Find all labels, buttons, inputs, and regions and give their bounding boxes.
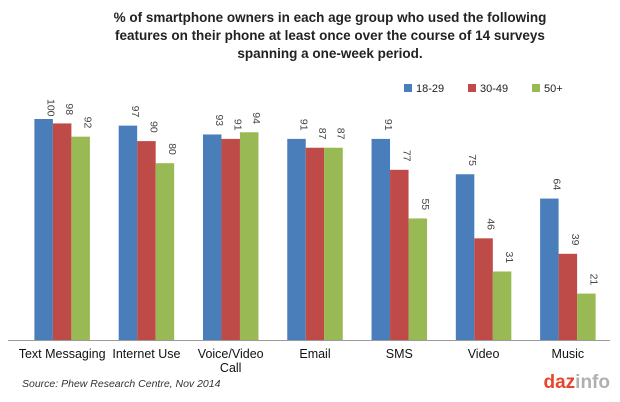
chart-title: % of smartphone owners in each age group…	[114, 10, 547, 61]
category-label-2-line-2: Call	[220, 361, 242, 375]
category-label-2: Voice/Video	[198, 347, 264, 361]
source-note: Source: Phew Research Centre, Nov 2014	[22, 378, 221, 390]
title-line-1: % of smartphone owners in each age group…	[114, 10, 547, 25]
value-label-1-1: 90	[147, 121, 159, 133]
value-label-2-1: 91	[232, 119, 244, 131]
value-label-6-2: 21	[587, 274, 599, 286]
value-label-0-2: 92	[82, 117, 94, 129]
bar-0-1	[52, 123, 72, 340]
category-label-1: Internet Use	[112, 347, 180, 361]
bar-6-2	[577, 293, 596, 340]
bar-4-0	[371, 138, 391, 340]
bar-3-1	[305, 147, 325, 340]
bar-3-0	[287, 138, 306, 340]
bar-3-2	[324, 147, 343, 340]
bar-6-1	[558, 253, 578, 340]
bar-5-1	[474, 238, 493, 340]
value-label-6-1: 39	[569, 234, 581, 246]
bar-6-0	[540, 198, 559, 340]
legend-label-1: 18-29	[416, 83, 444, 95]
bar-4-1	[390, 169, 409, 340]
legend-swatch-1	[404, 84, 412, 92]
value-label-3-0: 91	[298, 119, 310, 131]
bar-4-2	[408, 218, 428, 340]
legend-swatch-2	[468, 84, 476, 92]
bar-5-0	[455, 174, 475, 340]
value-labels: 100 98 92 97 90 80 93 91 94 91 87 87 91 77 55 75 46 31 64 3…	[45, 99, 600, 285]
value-label-1-0: 97	[129, 106, 141, 118]
svg-text:dazinfo: dazinfo	[543, 372, 610, 393]
value-label-5-2: 31	[503, 251, 515, 263]
category-label-4: SMS	[386, 347, 413, 361]
value-label-3-2: 87	[335, 128, 347, 140]
category-label-6: Music	[552, 347, 585, 361]
logo-part-daz: daz	[543, 372, 575, 393]
legend: 18-29 30-49 50+	[404, 83, 563, 95]
value-label-4-2: 55	[419, 198, 431, 210]
bar-0-0	[34, 119, 53, 340]
logo-part-info: info	[575, 372, 610, 393]
bar-2-0	[202, 134, 222, 340]
title-line-2: features on their phone at least once ov…	[115, 28, 545, 43]
value-label-2-0: 93	[213, 114, 225, 126]
value-label-6-0: 64	[550, 179, 562, 191]
value-label-3-1: 87	[316, 128, 328, 140]
value-label-0-0: 100	[45, 99, 57, 117]
bar-1-2	[155, 163, 175, 340]
bar-1-1	[137, 141, 156, 340]
bar-2-2	[239, 132, 259, 340]
bar-0-2	[71, 136, 90, 340]
value-label-1-2: 80	[166, 143, 178, 155]
dazeinfo-logo: dazinfo	[543, 372, 610, 393]
legend-label-2: 30-49	[480, 83, 508, 95]
value-label-0-1: 98	[63, 103, 75, 115]
category-label-5: Video	[468, 347, 500, 361]
value-label-4-0: 91	[382, 119, 394, 131]
category-label-3: Email	[299, 347, 330, 361]
bar-2-1	[221, 138, 240, 340]
title-line-3: spanning a one-week period.	[237, 46, 422, 61]
legend-swatch-3	[532, 84, 540, 92]
category-labels: Text Messaging Internet Use Voice/VideoCal…	[19, 347, 584, 375]
bar-5-2	[492, 271, 512, 340]
legend-label-3: 50+	[544, 83, 563, 95]
value-label-4-1: 77	[400, 150, 412, 162]
bars	[34, 119, 596, 340]
category-label-0: Text Messaging	[19, 347, 106, 361]
value-label-2-2: 94	[250, 112, 262, 124]
value-label-5-0: 75	[466, 154, 478, 166]
bar-1-0	[118, 125, 138, 340]
value-label-5-1: 46	[485, 218, 497, 230]
